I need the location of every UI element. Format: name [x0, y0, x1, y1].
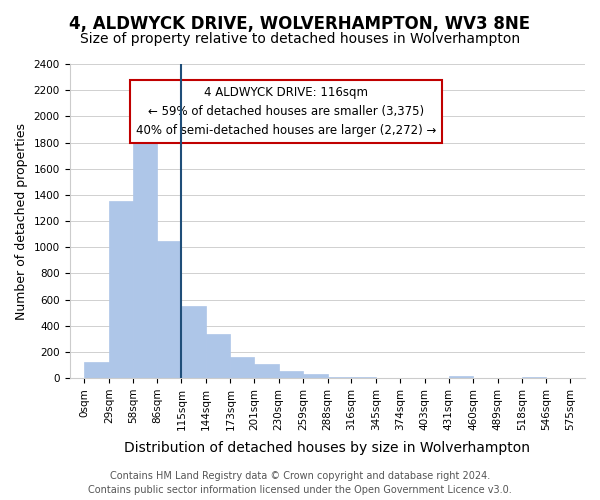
Bar — [84, 362, 109, 378]
Bar — [328, 376, 352, 378]
Bar — [449, 376, 473, 378]
X-axis label: Distribution of detached houses by size in Wolverhampton: Distribution of detached houses by size … — [124, 441, 530, 455]
Bar — [254, 364, 278, 378]
Y-axis label: Number of detached properties: Number of detached properties — [15, 122, 28, 320]
Bar — [181, 306, 206, 378]
Text: Contains HM Land Registry data © Crown copyright and database right 2024.
Contai: Contains HM Land Registry data © Crown c… — [88, 471, 512, 495]
Bar — [109, 202, 133, 378]
Bar — [230, 357, 254, 378]
Bar — [133, 130, 157, 378]
Text: 4 ALDWYCK DRIVE: 116sqm
← 59% of detached houses are smaller (3,375)
40% of semi: 4 ALDWYCK DRIVE: 116sqm ← 59% of detache… — [136, 86, 436, 137]
Bar — [303, 374, 328, 378]
Bar — [206, 334, 230, 378]
Text: Size of property relative to detached houses in Wolverhampton: Size of property relative to detached ho… — [80, 32, 520, 46]
Bar — [278, 371, 303, 378]
Bar — [157, 240, 181, 378]
Text: 4, ALDWYCK DRIVE, WOLVERHAMPTON, WV3 8NE: 4, ALDWYCK DRIVE, WOLVERHAMPTON, WV3 8NE — [70, 15, 530, 33]
